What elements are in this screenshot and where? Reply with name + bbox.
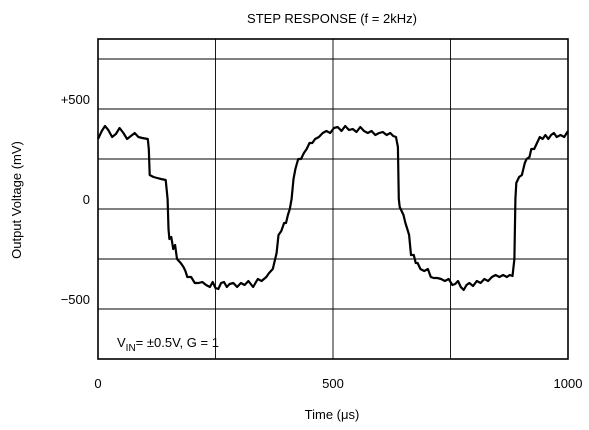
step-response-line [97,124,569,292]
y-tick-label: −500 [61,292,90,307]
y-tick-label: 0 [83,192,90,207]
x-tick-label: 0 [94,376,101,391]
x-tick-label: 500 [322,376,344,391]
plot-frame [97,38,569,360]
chart-title: STEP RESPONSE (f = 2kHz) [247,11,417,26]
annotation-suffix: = ±0.5V, G = 1 [136,335,219,350]
y-axis-label: Output Voltage (mV) [9,141,24,259]
annotation-subscript: IN [126,343,136,354]
annotation-prefix: V [117,335,126,350]
y-axis-tick-labels: +500 0 −500 [61,92,90,307]
x-axis-label: Time (μs) [305,407,360,422]
y-tick-label: +500 [61,92,90,107]
x-tick-label: 1000 [554,376,583,391]
input-annotation: VIN= ±0.5V, G = 1 [117,335,219,354]
x-axis-tick-labels: 0 500 1000 [94,376,582,391]
